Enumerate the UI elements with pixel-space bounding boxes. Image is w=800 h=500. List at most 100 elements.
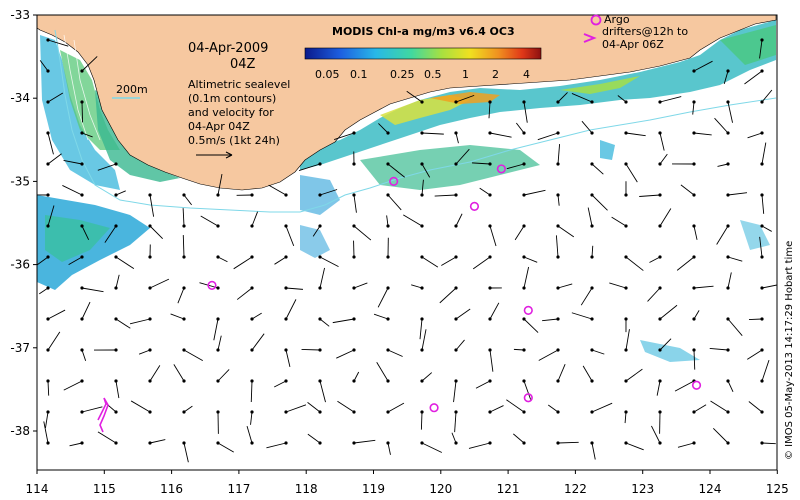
velocity-arrow-head (692, 410, 696, 414)
velocity-arrow (617, 95, 627, 103)
velocity-arrow (591, 442, 596, 460)
velocity-arrow-head (420, 317, 424, 321)
velocity-arrow (582, 365, 593, 382)
velocity-arrow (129, 318, 151, 325)
velocity-arrow-head (352, 348, 356, 352)
velocity-arrow (591, 402, 613, 413)
velocity-arrow (693, 132, 712, 136)
velocity-arrow-head (692, 131, 696, 135)
velocity-arrow (285, 349, 291, 367)
velocity-arrow-head (352, 286, 356, 290)
velocity-arrow (353, 371, 360, 382)
velocity-arrow-head (726, 193, 730, 197)
velocity-arrow-head (556, 317, 560, 321)
velocity-arrow (183, 405, 193, 413)
x-tick-label: 125 (766, 482, 789, 496)
velocity-arrow-head (352, 131, 356, 135)
velocity-arrow (609, 282, 627, 289)
velocity-arrow-head (284, 224, 288, 228)
velocity-arrow-head (454, 286, 458, 290)
velocity-arrow-head (590, 162, 594, 166)
velocity-arrow-head (760, 100, 764, 104)
velocity-arrow-head (46, 131, 50, 135)
velocity-arrow-head (590, 255, 594, 259)
velocity-arrow-head (556, 255, 560, 259)
velocity-arrow (538, 349, 559, 361)
velocity-arrow-head (46, 193, 50, 197)
velocity-arrow (523, 318, 539, 333)
velocity-arrow-head (80, 69, 84, 73)
velocity-arrow-head (318, 224, 322, 228)
velocity-arrow (285, 299, 297, 320)
argo-float-marker (691, 380, 702, 390)
velocity-arrow-head (454, 131, 458, 135)
velocity-arrow-head (658, 162, 662, 166)
velocity-arrow-head (182, 286, 186, 290)
velocity-arrow-head (148, 193, 152, 197)
velocity-arrow (557, 144, 561, 165)
velocity-arrow-head (556, 100, 560, 104)
velocity-arrow (47, 205, 55, 227)
argo-legend-icon (590, 14, 602, 26)
y-tick-label: -38 (10, 424, 30, 438)
velocity-arrow (319, 380, 326, 403)
velocity-arrow (298, 163, 321, 171)
velocity-arrow (523, 101, 528, 123)
velocity-arrow (759, 236, 763, 258)
velocity-arrow (557, 225, 575, 238)
velocity-arrow (759, 39, 763, 59)
velocity-arrow (115, 318, 131, 329)
velocity-arrow-head (556, 224, 560, 228)
velocity-arrow (649, 256, 661, 263)
velocity-arrow (716, 225, 729, 245)
x-tick-label: 122 (564, 482, 587, 496)
velocity-arrow (489, 132, 512, 138)
velocity-arrow-head (250, 317, 254, 321)
velocity-arrow-head (318, 348, 322, 352)
velocity-arrow (68, 256, 83, 266)
velocity-arrow (591, 194, 608, 211)
velocity-arrow (421, 372, 433, 382)
velocity-arrow (489, 302, 500, 320)
velocity-arrow-head (488, 131, 492, 135)
velocity-arrow-head (386, 224, 390, 228)
velocity-arrow (149, 365, 161, 382)
x-tick-label: 124 (699, 482, 722, 496)
velocity-arrow-head (318, 286, 322, 290)
velocity-arrow (744, 70, 763, 85)
x-tick-label: 116 (160, 482, 183, 496)
velocity-arrow (47, 309, 66, 320)
velocity-arrow (319, 267, 326, 289)
velocity-arrow-head (488, 162, 492, 166)
velocity-arrow (421, 442, 443, 453)
velocity-arrow-head (216, 348, 220, 352)
velocity-arrow (353, 194, 357, 213)
velocity-arrow (81, 132, 93, 138)
velocity-arrow (47, 132, 54, 155)
velocity-arrow-head (556, 379, 560, 383)
velocity-arrow-head (522, 100, 526, 104)
velocity-arrow-head (148, 286, 152, 290)
velocity-arrow-head (556, 348, 560, 352)
velocity-arrow-head (624, 193, 628, 197)
velocity-arrow (656, 380, 661, 396)
y-tick-label: -35 (10, 174, 30, 188)
velocity-arrow-head (114, 193, 118, 197)
velocity-arrow-head (352, 317, 356, 321)
velocity-arrow-head (46, 162, 50, 166)
velocity-arrow (454, 411, 457, 433)
velocity-arrow (274, 256, 287, 265)
velocity-arrow-head (182, 410, 186, 414)
velocity-arrow (63, 380, 83, 391)
velocity-arrow-head (760, 410, 764, 414)
velocity-arrow-head (420, 131, 424, 135)
velocity-arrow (523, 189, 546, 196)
velocity-arrow-head (658, 193, 662, 197)
shelf-contour-200m (54, 29, 777, 213)
velocity-arrow-head (454, 441, 458, 445)
velocity-arrow (332, 318, 355, 324)
velocity-arrow-head (284, 379, 288, 383)
velocity-arrow-head (590, 286, 594, 290)
colorbar-title: MODIS Chl-a mg/m3 v6.4 OC3 (332, 25, 515, 38)
velocity-arrow-head (658, 317, 662, 321)
